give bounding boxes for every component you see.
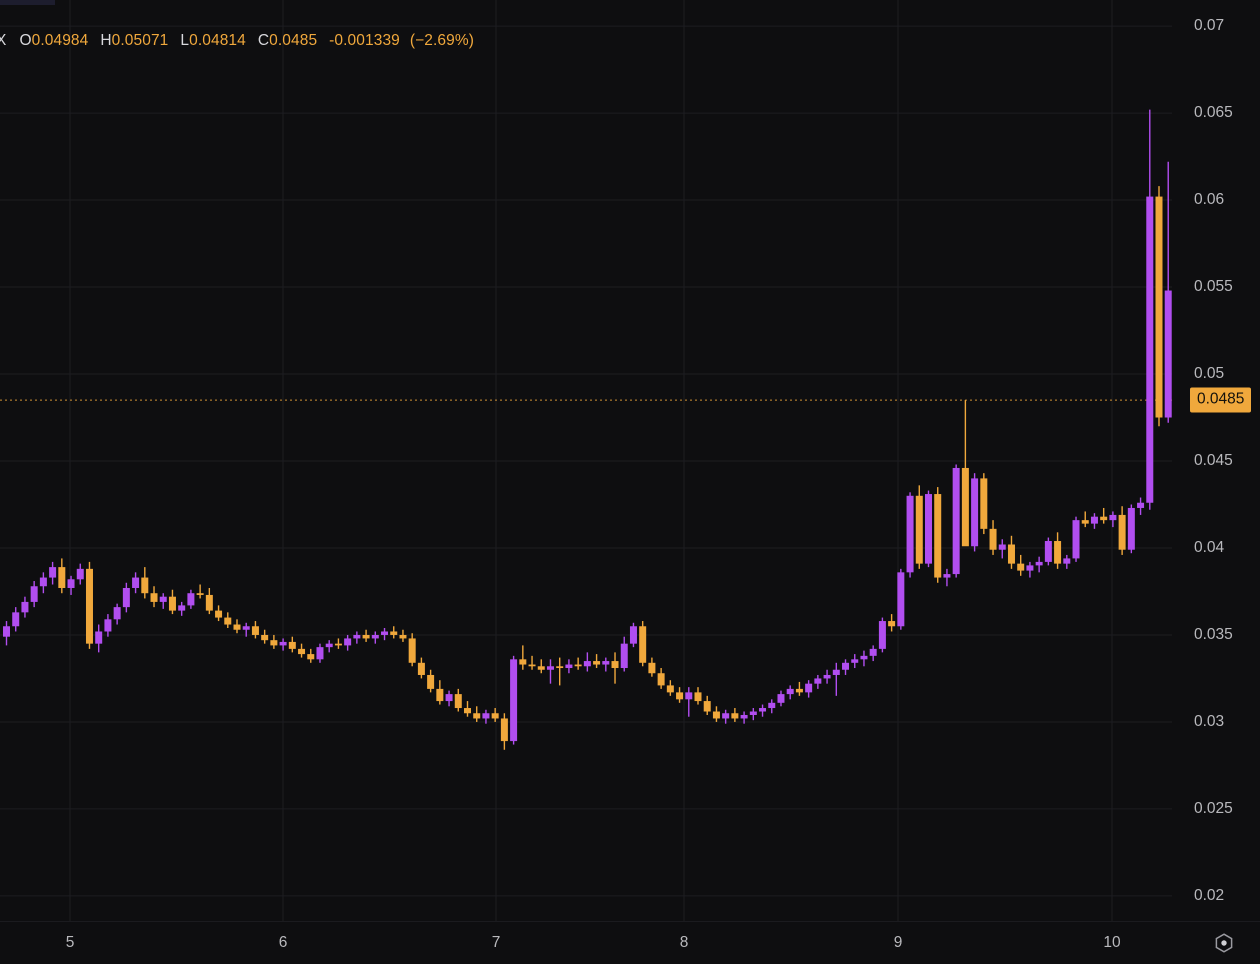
- open-label: O: [19, 31, 32, 49]
- high-value: 0.05071: [111, 31, 169, 49]
- change-absolute: -0.001339: [329, 31, 400, 49]
- price-tick-label: 0.035: [1194, 626, 1233, 643]
- time-tick-label: 8: [679, 934, 689, 951]
- time-tick-label: 6: [278, 934, 288, 951]
- window-edge-sliver: [0, 0, 55, 5]
- low-label: L: [180, 31, 190, 49]
- time-tick-label: 7: [491, 934, 501, 951]
- price-tick-label: 0.025: [1194, 799, 1233, 817]
- price-axis[interactable]: 0.07 0.065 0.06 0.055 0.05 0.045 0.04 0.035 0.03…: [1172, 0, 1260, 922]
- chart-plot-area[interactable]: [0, 0, 1172, 922]
- time-axis[interactable]: 5 6 7 8 9 10: [0, 921, 1260, 964]
- close-pair: C0.0485: [258, 32, 329, 50]
- low-pair: L0.04814: [180, 32, 257, 50]
- chart-gridlines: [0, 0, 1172, 922]
- open-value: 0.04984: [31, 31, 89, 49]
- change-percent: (−2.69%): [409, 31, 475, 49]
- time-tick-label: 5: [65, 934, 75, 951]
- time-tick-label: 9: [893, 934, 903, 951]
- price-tick-label: 0.03: [1194, 712, 1225, 730]
- price-tick-label: 0.055: [1194, 278, 1233, 295]
- price-tick-label: 0.05: [1194, 365, 1225, 382]
- price-tick-label: 0.04: [1194, 539, 1225, 556]
- ohlc-legend: X O0.04984 H0.05071 L0.04814 C0.0485 -0.…: [0, 28, 474, 53]
- open-pair: O0.04984: [19, 32, 100, 50]
- high-label: H: [100, 31, 112, 49]
- price-tick-label: 0.06: [1194, 191, 1225, 209]
- symbol-label[interactable]: X: [0, 31, 7, 49]
- current-price-badge: 0.0485: [1190, 387, 1252, 413]
- high-pair: H0.05071: [100, 32, 180, 50]
- hexagon-target-icon[interactable]: [1212, 931, 1236, 955]
- close-value: 0.0485: [269, 31, 318, 49]
- price-tick-label: 0.065: [1194, 104, 1233, 122]
- price-tick-label: 0.02: [1194, 886, 1225, 904]
- close-label: C: [257, 31, 270, 49]
- candlestick-series: [3, 109, 1172, 750]
- price-tick-label: 0.07: [1194, 17, 1225, 35]
- low-value: 0.04814: [189, 31, 246, 49]
- time-tick-label: 10: [1103, 934, 1121, 951]
- price-tick-label: 0.045: [1194, 452, 1233, 469]
